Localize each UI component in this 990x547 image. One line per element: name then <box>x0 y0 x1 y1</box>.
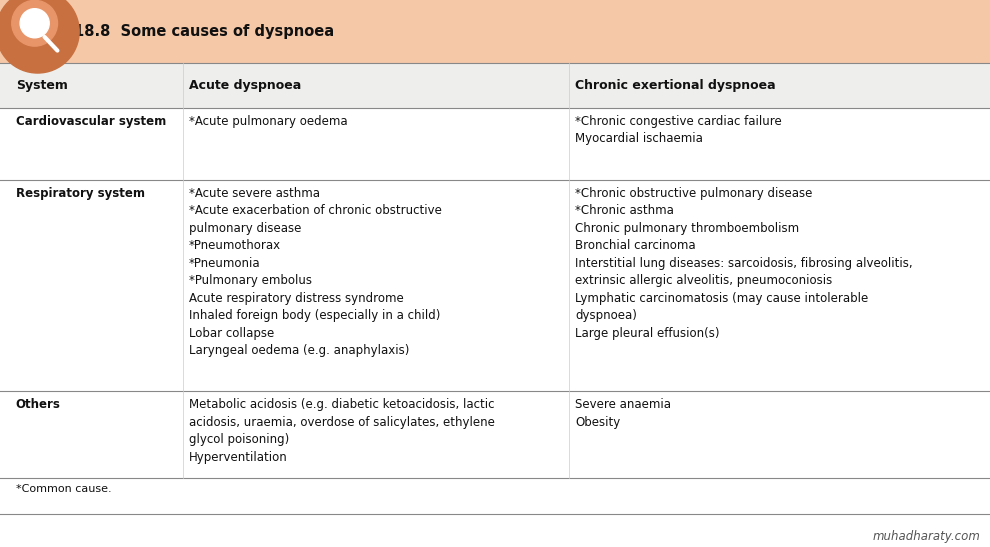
Text: Metabolic acidosis (e.g. diabetic ketoacidosis, lactic
acidosis, uraemia, overdo: Metabolic acidosis (e.g. diabetic ketoac… <box>189 398 495 464</box>
FancyBboxPatch shape <box>0 63 990 108</box>
Text: *Chronic obstructive pulmonary disease
*Chronic asthma
Chronic pulmonary thrombo: *Chronic obstructive pulmonary disease *… <box>575 187 913 340</box>
Ellipse shape <box>0 0 79 73</box>
Text: Acute dyspnoea: Acute dyspnoea <box>189 79 301 92</box>
Ellipse shape <box>12 1 57 46</box>
Text: Respiratory system: Respiratory system <box>16 187 145 200</box>
Text: Severe anaemia
Obesity: Severe anaemia Obesity <box>575 398 671 429</box>
Text: System: System <box>16 79 67 92</box>
Text: *Chronic congestive cardiac failure
Myocardial ischaemia: *Chronic congestive cardiac failure Myoc… <box>575 115 782 146</box>
Text: *Acute severe asthma
*Acute exacerbation of chronic obstructive
pulmonary diseas: *Acute severe asthma *Acute exacerbation… <box>189 187 442 357</box>
Text: *Acute pulmonary oedema: *Acute pulmonary oedema <box>189 115 347 128</box>
Ellipse shape <box>20 9 50 38</box>
Text: Cardiovascular system: Cardiovascular system <box>16 115 166 128</box>
Text: Others: Others <box>16 398 60 411</box>
FancyBboxPatch shape <box>0 0 990 63</box>
Text: 18.8  Some causes of dyspnoea: 18.8 Some causes of dyspnoea <box>74 24 335 39</box>
Text: Chronic exertional dyspnoea: Chronic exertional dyspnoea <box>575 79 776 92</box>
Text: *Common cause.: *Common cause. <box>16 484 112 494</box>
Text: muhadharaty.com: muhadharaty.com <box>872 529 980 543</box>
